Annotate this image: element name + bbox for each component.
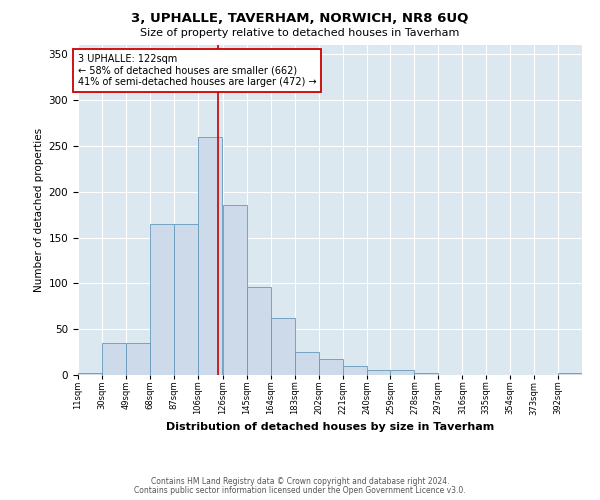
Bar [150,224,174,375]
Bar [271,318,295,375]
Bar [126,343,150,375]
Text: Contains HM Land Registry data © Crown copyright and database right 2024.: Contains HM Land Registry data © Crown c… [151,477,449,486]
Text: 3 UPHALLE: 122sqm
← 58% of detached houses are smaller (662)
41% of semi-detache: 3 UPHALLE: 122sqm ← 58% of detached hous… [78,54,317,88]
Bar [319,358,343,375]
Bar [415,373,439,375]
Bar [391,370,415,375]
Y-axis label: Number of detached properties: Number of detached properties [34,128,44,292]
Bar [174,224,198,375]
Text: Size of property relative to detached houses in Taverham: Size of property relative to detached ho… [140,28,460,38]
Bar [223,206,247,375]
X-axis label: Distribution of detached houses by size in Taverham: Distribution of detached houses by size … [166,422,494,432]
Bar [558,373,582,375]
Bar [78,373,102,375]
Bar [247,287,271,375]
Bar [343,366,367,375]
Text: 3, UPHALLE, TAVERHAM, NORWICH, NR8 6UQ: 3, UPHALLE, TAVERHAM, NORWICH, NR8 6UQ [131,12,469,26]
Bar [102,343,126,375]
Bar [295,352,319,375]
Bar [367,370,391,375]
Bar [198,136,221,375]
Text: Contains public sector information licensed under the Open Government Licence v3: Contains public sector information licen… [134,486,466,495]
